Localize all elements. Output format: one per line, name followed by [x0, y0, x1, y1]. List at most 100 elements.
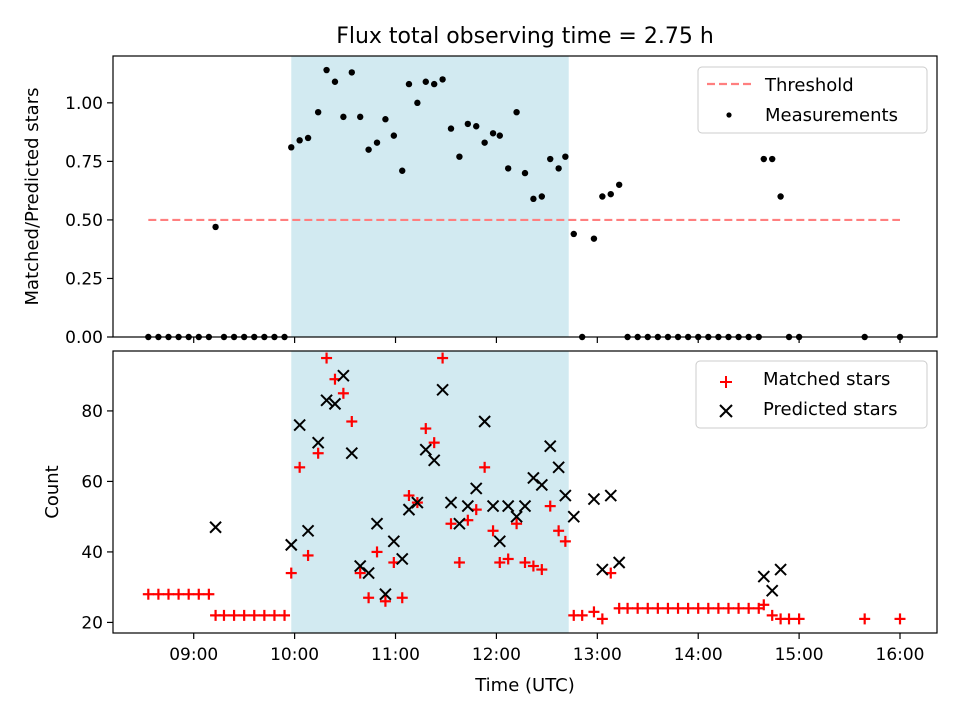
top-y-tick-label: 1.00 — [65, 94, 103, 114]
measurement-point — [547, 155, 554, 163]
predicted-star-marker-b — [301, 524, 315, 537]
predicted-star-marker — [501, 499, 515, 513]
matched-star-marker — [445, 518, 457, 530]
measurement-point — [513, 109, 520, 116]
top-y-ticks: 0.00 0.25 0.50 0.75 1.00 — [65, 94, 113, 348]
matched-star-marker — [559, 535, 571, 547]
predicted-star-marker — [604, 489, 617, 502]
threshold-legend-label: Threshold — [764, 75, 854, 96]
matched-star-marker — [672, 602, 684, 614]
matched-star-marker — [553, 525, 565, 537]
matched-star-marker — [437, 352, 449, 364]
measurement-point — [538, 193, 546, 200]
matched-star-marker — [258, 609, 270, 621]
predicted-star-marker-b — [552, 461, 565, 474]
matched-star-marker — [743, 602, 755, 614]
top-panel: 0.00 0.25 0.50 0.75 1.00 Matched/Predicted s… — [22, 55, 938, 348]
predicted-star-marker — [518, 499, 532, 513]
matched-star-marker — [285, 567, 297, 579]
predicted-star-marker — [436, 383, 449, 396]
predicted-star-marker-b — [345, 447, 358, 460]
measurement-point — [373, 139, 381, 146]
predicted-star-marker — [478, 415, 491, 428]
measurement-point — [390, 132, 398, 139]
predicted-star-marker — [461, 499, 475, 513]
matched-star-marker — [494, 557, 506, 568]
x-tick-label: 15:00 — [775, 645, 824, 665]
measurement-point — [496, 132, 503, 139]
matched-star-marker — [203, 588, 215, 600]
predicted-star-marker-b — [493, 535, 506, 548]
predicted-star-marker — [544, 439, 557, 453]
predicted-star-marker-b — [419, 443, 432, 456]
matched-legend-label: Matched stars — [763, 369, 890, 390]
matched-star-marker — [712, 602, 724, 614]
predicted-star-marker-b — [461, 499, 475, 513]
bottom-x-ticks: 09:00 10:00 11:00 12:00 13:00 14:00 15:00 16:00 — [169, 633, 925, 665]
matched-star-marker — [511, 518, 523, 530]
top-y-tick-label: 0.50 — [65, 211, 103, 231]
measurement-point — [331, 78, 339, 85]
matched-star-marker — [692, 602, 704, 614]
predicted-star-marker-b — [765, 584, 779, 597]
matched-star-marker — [536, 564, 548, 576]
matched-star-marker — [622, 602, 634, 614]
matched-star-marker — [337, 387, 349, 399]
matched-star-marker — [652, 602, 664, 614]
predicted-star-marker — [453, 517, 466, 530]
x-axis-label: Time (UTC) — [474, 675, 575, 696]
measurement-point — [481, 139, 488, 146]
predicted-star-marker — [587, 492, 601, 506]
predicted-star-marker-b — [427, 454, 441, 467]
top-measurement-points — [145, 66, 904, 341]
predicted-star-marker-b — [757, 570, 770, 583]
x-tick-label: 12:00 — [472, 645, 521, 665]
predicted-star-marker-b — [478, 415, 491, 428]
measurement-point — [323, 66, 330, 74]
matched-star-marker — [596, 613, 608, 625]
predicted-star-marker-b — [444, 496, 458, 509]
matched-star-marker — [403, 490, 415, 502]
matched-star-marker — [420, 423, 432, 435]
predicted-star-marker-b — [486, 499, 500, 513]
predicted-star-marker — [535, 478, 549, 492]
predicted-star-marker-b — [411, 496, 424, 509]
matched-star-marker — [346, 416, 358, 427]
matched-star-marker — [302, 549, 314, 561]
matched-star-marker — [682, 602, 694, 614]
measurement-point — [348, 69, 355, 76]
measurement-point — [405, 80, 413, 88]
bottom-observing-span — [291, 351, 569, 633]
predicted-star-marker-b — [535, 478, 549, 492]
predicted-star-marker — [757, 570, 770, 583]
bottom-y-axis-label: Count — [42, 465, 63, 518]
measurement-point — [530, 195, 537, 203]
measurement-point — [430, 80, 438, 88]
matched-star-marker — [502, 553, 514, 565]
predicted-star-marker — [411, 496, 424, 509]
measurement-point — [769, 155, 776, 163]
predicted-star-marker-b — [285, 538, 298, 552]
predicted-star-marker — [320, 394, 333, 407]
measurement-point — [288, 144, 295, 151]
predicted-star-marker — [567, 510, 580, 523]
predicted-star-marker-b — [293, 418, 306, 432]
matched-star-marker — [193, 588, 205, 600]
x-tick-label: 11:00 — [371, 645, 420, 665]
predicted-star-marker — [486, 499, 500, 513]
measurements-legend-swatch — [726, 112, 732, 118]
x-tick-label: 14:00 — [674, 645, 723, 665]
predicted-star-marker — [209, 521, 222, 534]
measurement-point — [607, 190, 614, 198]
predicted-star-marker-b — [501, 499, 515, 513]
top-x-ticks — [193, 337, 901, 343]
predicted-star-marker-b — [510, 510, 523, 523]
x-tick-label: 16:00 — [876, 645, 925, 665]
predicted-star-marker-b — [596, 563, 609, 576]
predicted-star-marker — [370, 517, 384, 530]
predicted-star-marker-b — [387, 535, 401, 548]
predicted-star-marker-b — [544, 439, 557, 453]
matched-star-marker — [783, 613, 795, 625]
measurement-point — [414, 99, 421, 107]
